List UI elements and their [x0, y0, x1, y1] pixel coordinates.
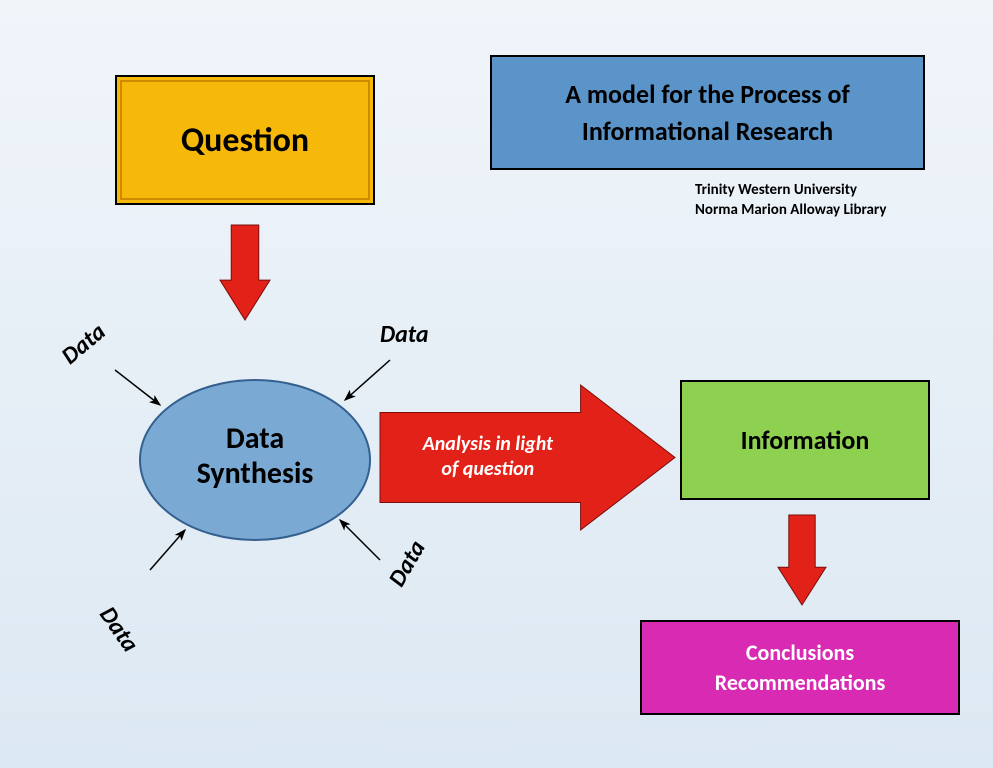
information-box: Information	[680, 380, 930, 500]
data-label-2: Data	[93, 601, 145, 657]
data-label-0: Data	[56, 317, 112, 370]
synthesis-text: Data Synthesis	[140, 422, 370, 491]
attribution: Trinity Western University Norma Marion …	[695, 180, 886, 221]
attribution-line1: Trinity Western University	[695, 180, 886, 200]
analysis-line2: of question	[390, 457, 586, 482]
synthesis-line1: Data	[140, 422, 370, 457]
analysis-line1: Analysis in light	[390, 432, 586, 457]
analysis-arrow-text: Analysis in light of question	[390, 432, 586, 482]
information-label: Information	[741, 424, 870, 456]
title-line2: Informational Research	[565, 113, 849, 149]
synthesis-line2: Synthesis	[140, 457, 370, 492]
question-box: Question	[115, 75, 375, 205]
data-label-1: Data	[380, 320, 429, 349]
conclusions-line1: Conclusions	[715, 638, 886, 668]
question-label: Question	[181, 120, 309, 161]
conclusions-box: Conclusions Recommendations	[640, 620, 960, 715]
arrow-information-to-conclusions	[778, 515, 826, 605]
conclusions-line2: Recommendations	[715, 668, 886, 698]
title-box: A model for the Process of Informational…	[490, 55, 925, 170]
data-label-3: Data	[382, 535, 431, 592]
attribution-line2: Norma Marion Alloway Library	[695, 200, 886, 220]
arrow-question-to-synthesis	[220, 225, 270, 320]
title-line1: A model for the Process of	[565, 76, 849, 112]
